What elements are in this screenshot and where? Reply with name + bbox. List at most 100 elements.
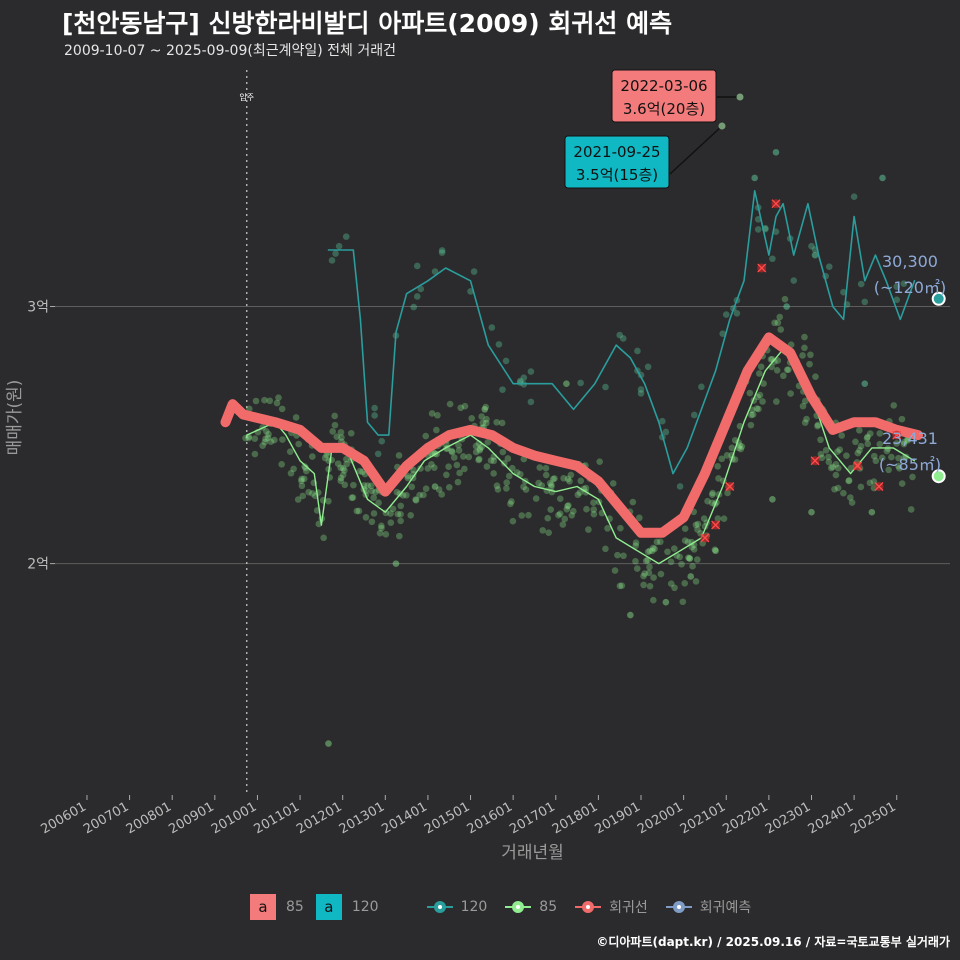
- scatter-point-85: [435, 486, 443, 493]
- scatter-point-85: [556, 510, 564, 517]
- scatter-point-85: [771, 319, 778, 327]
- scatter-point-120: [850, 193, 858, 201]
- scatter-point-120: [754, 226, 762, 233]
- scatter-point-85: [252, 397, 260, 405]
- scatter-point-85: [321, 454, 329, 462]
- scatter-point-120: [602, 383, 609, 391]
- scatter-point-85: [692, 521, 700, 529]
- scatter-point-85: [468, 415, 476, 422]
- scatter-point-85: [681, 525, 689, 532]
- scatter-point-85: [856, 446, 863, 454]
- x-tick-label: 201201: [294, 799, 344, 837]
- x-tick-label: 201001: [209, 799, 259, 837]
- scatter-point-85: [309, 490, 316, 497]
- scatter-point-85: [461, 465, 468, 473]
- scatter-point-85: [484, 438, 492, 446]
- scatter-point-85: [664, 548, 671, 556]
- scatter-point-85: [688, 538, 695, 546]
- legend: a 85 a 120 120 85 회귀선 회귀예측: [250, 893, 751, 921]
- x-tick-label: 202301: [763, 799, 813, 837]
- scatter-point-85: [546, 479, 554, 487]
- scatter-point-85: [420, 491, 427, 499]
- regression-cross: [874, 481, 884, 491]
- scatter-point-85: [294, 496, 302, 503]
- scatter-point-85: [737, 445, 745, 453]
- scatter-point-85: [549, 475, 557, 483]
- scatter-point-85: [577, 477, 585, 485]
- scatter-point-85: [657, 570, 665, 578]
- scatter-point-85: [694, 556, 701, 563]
- scatter-point-85: [646, 563, 653, 571]
- scatter-point-120: [328, 257, 336, 264]
- scatter-point-85: [825, 453, 832, 461]
- scatter-point-120: [690, 411, 698, 419]
- scatter-point-85: [356, 467, 364, 475]
- scatter-point-85: [746, 389, 754, 397]
- regression-cross: [700, 533, 710, 543]
- scatter-point-85: [847, 494, 854, 501]
- scatter-point-85: [757, 363, 765, 371]
- scatter-point-85: [898, 415, 906, 423]
- scatter-point-85: [433, 426, 440, 434]
- prediction-label: (~85㎡): [879, 455, 941, 474]
- scatter-point-85: [287, 469, 295, 477]
- scatter-point-85: [670, 545, 678, 552]
- scatter-point-85: [866, 479, 874, 487]
- scatter-point-85: [644, 548, 652, 556]
- scatter-point-85: [868, 508, 876, 516]
- scatter-point-85: [650, 596, 657, 604]
- scatter-point-85: [278, 405, 286, 413]
- scatter-point-85: [455, 441, 462, 449]
- scatter-point-85: [532, 495, 540, 502]
- x-tick-label: 201301: [337, 799, 387, 837]
- y-tick-label: 3억: [27, 300, 49, 316]
- scatter-point-85: [838, 432, 846, 439]
- scatter-point-85: [832, 471, 840, 479]
- regression-cross: [892, 430, 902, 440]
- scatter-point-85: [812, 373, 819, 380]
- scatter-point-85: [620, 552, 627, 560]
- scatter-point-85: [640, 572, 647, 580]
- scatter-point-85: [814, 422, 821, 430]
- scatter-point-85: [777, 326, 785, 333]
- scatter-point-85: [337, 464, 344, 472]
- series-lines: [220, 190, 923, 565]
- scatter-point-85: [829, 463, 836, 471]
- scatter-point-85: [834, 484, 842, 492]
- scatter-point-85: [266, 397, 274, 405]
- legend-line-regression: 회귀선: [575, 897, 648, 917]
- scatter-point-85: [479, 419, 487, 427]
- scatter-point-85: [434, 411, 441, 419]
- scatter-point-85: [653, 538, 661, 546]
- scatter-point-85: [359, 468, 366, 476]
- scatter-point-85: [895, 454, 902, 462]
- scatter-point-85: [494, 486, 502, 493]
- x-tick-label: 200901: [166, 799, 216, 837]
- scatter-point-85: [756, 391, 764, 399]
- scatter-point-85: [817, 436, 824, 444]
- scatter-point-120: [527, 398, 535, 406]
- scatter-point-85: [453, 461, 461, 469]
- scatter-point-120: [637, 386, 645, 393]
- scatter-point-85: [475, 455, 483, 463]
- scatter-point-85: [731, 456, 739, 463]
- scatter-point-120: [811, 251, 819, 259]
- scatter-point-85: [542, 464, 550, 472]
- scatter-point-85: [422, 485, 430, 492]
- scatter-point-85: [857, 483, 865, 491]
- scatter-point-85: [709, 489, 716, 497]
- scatter-point-85: [708, 499, 716, 507]
- scatter-point-120: [335, 242, 343, 250]
- scatter-point-85: [392, 560, 400, 567]
- scatter-point-85: [445, 463, 452, 470]
- scatter-point-85: [309, 453, 316, 460]
- scatter-point-85: [640, 581, 647, 589]
- scatter-point-85: [900, 438, 908, 446]
- regression-cross: [771, 199, 781, 209]
- scatter-point-85: [275, 394, 282, 402]
- scatter-point-85: [843, 452, 850, 459]
- scatter-point-85: [561, 515, 569, 523]
- scatter-point-120: [374, 450, 382, 458]
- scatter-point-85: [339, 471, 347, 479]
